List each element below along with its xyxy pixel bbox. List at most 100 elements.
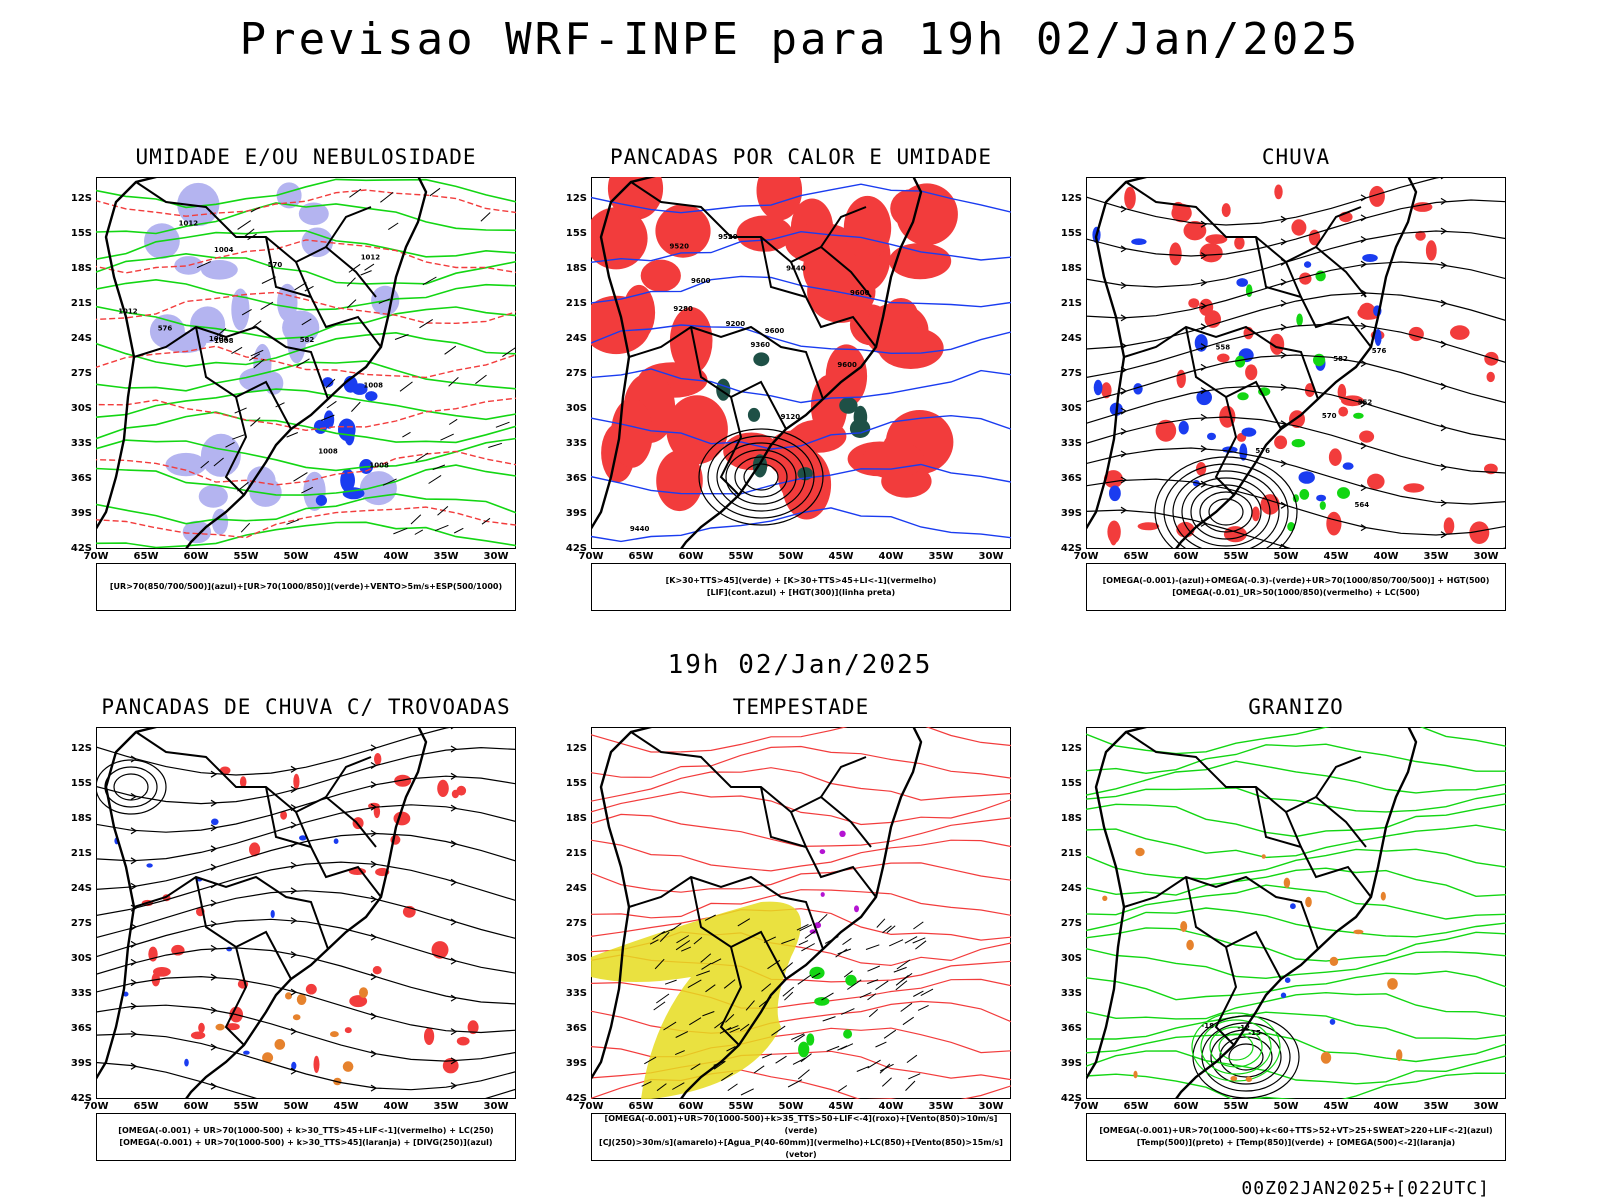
lon-tick-label: 70W [1073, 1101, 1099, 1112]
rain-shading [1137, 522, 1160, 531]
wind-vector [912, 937, 926, 944]
temp850-contour [1086, 867, 1506, 898]
lon-tick-label: 40W [878, 551, 904, 562]
wind-vector [702, 1011, 715, 1017]
streamline [96, 832, 516, 891]
wind-vector [800, 1053, 812, 1063]
wind-vector [275, 402, 285, 408]
storm-shading [456, 1036, 470, 1046]
rain-shading [1245, 364, 1258, 381]
wind-vector [794, 1034, 806, 1043]
storm-marker [819, 849, 826, 855]
streamline-arrow [450, 727, 456, 730]
wind-vector [847, 979, 862, 990]
omega-shading [1180, 921, 1188, 932]
temp850-contour [1086, 927, 1506, 962]
humidity-shading [359, 471, 397, 506]
wind-vector [502, 346, 516, 358]
streamline-arrow [1120, 450, 1128, 458]
lat-tick-label: 30S [70, 403, 92, 414]
lat-tick-label: 39S [1060, 1058, 1082, 1069]
streamline-arrow [130, 1030, 138, 1038]
lon-tick-label: 70W [1073, 551, 1099, 562]
streamline-arrow [1120, 506, 1128, 514]
wind-vector [693, 937, 703, 945]
temp850-contour [1086, 1072, 1506, 1099]
thickness-contour [96, 291, 516, 325]
omega-shading [1329, 956, 1339, 966]
streamline-arrow [1440, 499, 1448, 507]
pw-contour [591, 839, 1011, 872]
hgt-contour [1086, 509, 1506, 549]
state-border [1214, 946, 1238, 1046]
wind-vector [349, 188, 362, 198]
wind-vector [821, 992, 834, 1001]
humidity-shading [298, 202, 329, 226]
streamline-arrow [1280, 351, 1288, 359]
lat-tick-label: 30S [1060, 403, 1082, 414]
wind-vector [840, 1008, 855, 1015]
wind-vector [811, 972, 821, 979]
lon-tick-label: 60W [678, 1101, 704, 1112]
state-border [628, 875, 824, 950]
streamline-arrow [1360, 260, 1368, 268]
state-border [1285, 756, 1362, 848]
storm-shading [456, 785, 467, 796]
wind-vector [419, 318, 433, 329]
streamline-arrow [290, 765, 298, 773]
wind-vector [448, 418, 458, 425]
contour-label: 9520 [670, 242, 690, 250]
low-contour [1208, 498, 1244, 526]
rain-shading [1415, 230, 1426, 241]
ur-contour [96, 278, 516, 311]
wind-vector [200, 460, 210, 469]
wind-vector [388, 222, 399, 231]
legend-line: [UR>70(850/700/500)](azul)+[UR>70(1000/8… [109, 582, 503, 591]
humidity-shading [200, 433, 241, 477]
wind-vector [250, 417, 261, 427]
divergence-marker [299, 835, 307, 841]
storm-shading [330, 1031, 339, 1038]
omega-shading [1396, 1049, 1403, 1062]
lif-contour [591, 507, 1011, 543]
wind-vector [234, 407, 247, 414]
wind-vector [364, 263, 375, 271]
lat-tick-label: 15S [70, 228, 92, 239]
wind850-shading [843, 1029, 853, 1039]
streamline-arrow [130, 792, 138, 801]
rain-shading [1353, 412, 1364, 419]
humidity-shading [322, 377, 334, 388]
streamline [96, 890, 516, 940]
lon-tick-label: 50W [778, 551, 804, 562]
rain-shading [1299, 489, 1310, 500]
wind-vector [410, 514, 422, 525]
rain-shading [1109, 485, 1121, 502]
lat-tick-label: 36S [565, 473, 587, 484]
wind-vector [700, 953, 712, 963]
lon-tick-label: 50W [778, 1101, 804, 1112]
coastline [96, 727, 428, 1099]
rain-shading [1237, 392, 1249, 401]
lon-tick-label: 65W [628, 551, 654, 562]
instability-shading [802, 236, 868, 302]
lon-tick-label: 60W [1173, 1101, 1199, 1112]
wind-vector [672, 1082, 685, 1090]
hail-shading [1284, 977, 1291, 983]
wind-vector [900, 1002, 913, 1012]
wind-vector [882, 925, 892, 934]
wind-vector [481, 517, 491, 525]
lat-tick-label: 42S [70, 543, 92, 554]
rain-shading [1337, 487, 1350, 499]
wind-vector [428, 474, 442, 484]
contour-label: 9440 [786, 265, 806, 273]
lon-tick-label: 45W [828, 1101, 854, 1112]
storm-shading [280, 810, 287, 820]
wind-vector [761, 983, 772, 992]
panel-pancadas-calor: PANCADAS POR CALOR E UMIDADE 9600 9600 960… [551, 145, 1011, 625]
instability-shading [877, 327, 944, 369]
contour-label: 1012 [179, 219, 199, 227]
contour-label: 9600 [691, 277, 711, 285]
state-border [133, 875, 329, 950]
pw-contour [591, 978, 1011, 1009]
wind850-shading [814, 997, 830, 1006]
